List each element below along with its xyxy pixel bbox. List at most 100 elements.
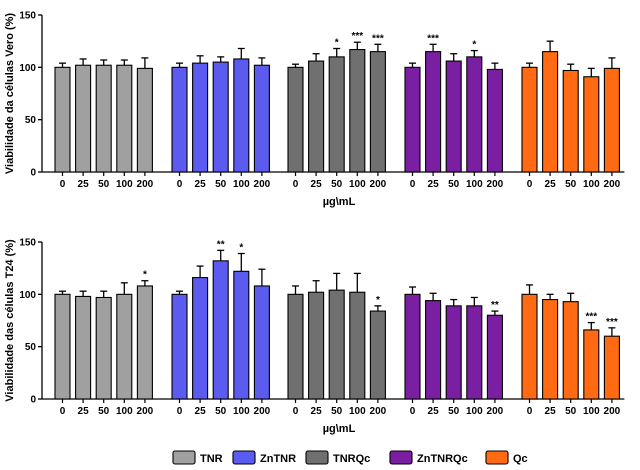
x-tick-label: 50	[565, 179, 577, 190]
y-tick-label: 150	[19, 238, 36, 249]
x-tick-label: 100	[116, 179, 133, 190]
legend-item-TNR: TNR	[172, 450, 223, 465]
x-tick-label: 0	[293, 179, 299, 190]
legend: TNR ZnTNR TNRQc ZnTNRQc Qc	[172, 450, 528, 465]
x-tick-label: 200	[254, 406, 271, 417]
x-tick-label: 100	[466, 179, 483, 190]
x-tick-label: 200	[370, 406, 387, 417]
x-tick-label: 25	[545, 406, 557, 417]
legend-label: Qc	[513, 453, 528, 465]
bar	[562, 69, 579, 173]
significance-marker: ***	[351, 31, 363, 42]
x-tick-label: 25	[428, 179, 440, 190]
x-tick-label: 50	[448, 179, 460, 190]
bar	[308, 291, 325, 400]
bar	[583, 329, 600, 400]
x-tick-label: 200	[254, 179, 271, 190]
x-axis-title: µg\mL	[323, 196, 356, 208]
bar	[425, 300, 442, 400]
bar	[253, 64, 270, 173]
x-tick-label: 25	[311, 179, 323, 190]
significance-marker: ***	[372, 33, 384, 44]
series-ZnTNRQc: 0 25 50 100 ** 200	[404, 286, 504, 417]
x-tick-label: 50	[565, 406, 577, 417]
y-axis-title: Viabilidade da células Vero (%)	[4, 13, 16, 175]
x-tick-label: 50	[215, 406, 227, 417]
series-Qc: 0 25 50 *** 100 *** 200	[521, 284, 621, 417]
bar	[425, 51, 442, 173]
x-tick-label: 200	[487, 406, 504, 417]
legend-item-ZnTNR: ZnTNR	[232, 450, 296, 465]
bar	[116, 64, 133, 173]
bar	[136, 285, 153, 400]
x-tick-label: 50	[331, 406, 343, 417]
bar	[75, 64, 92, 173]
bar	[404, 66, 421, 173]
bar	[192, 62, 209, 173]
bar	[212, 260, 229, 400]
bar	[349, 291, 366, 400]
bar	[287, 293, 304, 400]
x-tick-label: 25	[195, 179, 207, 190]
bar	[521, 66, 538, 173]
bar	[486, 68, 503, 173]
series-TNRQc: 0 25 50 100 * 200	[287, 272, 387, 417]
x-tick-label: 200	[137, 179, 154, 190]
significance-marker: ***	[606, 317, 618, 328]
x-tick-label: 25	[195, 406, 207, 417]
bar	[521, 293, 538, 400]
bar	[466, 305, 483, 400]
bar	[562, 301, 579, 400]
series-TNRQc: 0 25 * 50 *** 100 *** 200	[287, 31, 387, 190]
significance-marker: *	[335, 37, 339, 48]
x-tick-label: 25	[545, 179, 557, 190]
significance-marker: ***	[427, 33, 439, 44]
legend-swatch	[485, 450, 509, 465]
x-tick-label: 50	[331, 179, 343, 190]
x-tick-label: 25	[78, 179, 90, 190]
x-tick-label: 200	[604, 179, 621, 190]
significance-marker: *	[143, 270, 147, 281]
bar	[54, 293, 71, 400]
bar	[136, 67, 153, 173]
x-tick-label: 100	[233, 406, 250, 417]
x-tick-label: 100	[349, 406, 366, 417]
bar	[349, 48, 366, 173]
bar	[54, 66, 71, 173]
x-tick-label: 100	[466, 406, 483, 417]
bar	[369, 310, 386, 400]
x-tick-label: 50	[215, 179, 227, 190]
bar	[328, 56, 345, 173]
legend-swatch	[172, 450, 196, 465]
legend-item-Qc: Qc	[485, 450, 528, 465]
significance-marker: *	[239, 243, 243, 254]
bar	[603, 335, 620, 400]
bar	[233, 270, 250, 400]
legend-swatch	[389, 450, 413, 465]
x-tick-label: 0	[60, 179, 66, 190]
legend-label: TNRQc	[333, 453, 370, 465]
series-TNR: 0 25 50 100 200	[54, 57, 154, 190]
series-ZnTNR: 0 25 50 100 200	[171, 47, 271, 190]
bar	[253, 285, 270, 400]
significance-marker: *	[472, 40, 476, 51]
y-tick-label: 100	[19, 290, 36, 301]
x-tick-label: 100	[583, 406, 600, 417]
x-tick-label: 100	[583, 179, 600, 190]
bar	[212, 61, 229, 173]
legend-label: ZnTNRQc	[417, 453, 468, 465]
legend-swatch	[305, 450, 329, 465]
y-axis-title: Viabilidade das células T24 (%)	[4, 239, 16, 402]
x-tick-label: 0	[410, 406, 416, 417]
x-tick-label: 50	[448, 406, 460, 417]
y-tick-label: 0	[30, 168, 36, 179]
bar	[486, 314, 503, 400]
series-ZnTNRQc: 0 *** 25 50 * 100 200	[404, 33, 504, 190]
x-tick-label: 100	[116, 406, 133, 417]
x-tick-label: 200	[370, 179, 387, 190]
x-tick-label: 0	[177, 406, 183, 417]
bar	[192, 277, 209, 400]
x-tick-label: 25	[78, 406, 90, 417]
